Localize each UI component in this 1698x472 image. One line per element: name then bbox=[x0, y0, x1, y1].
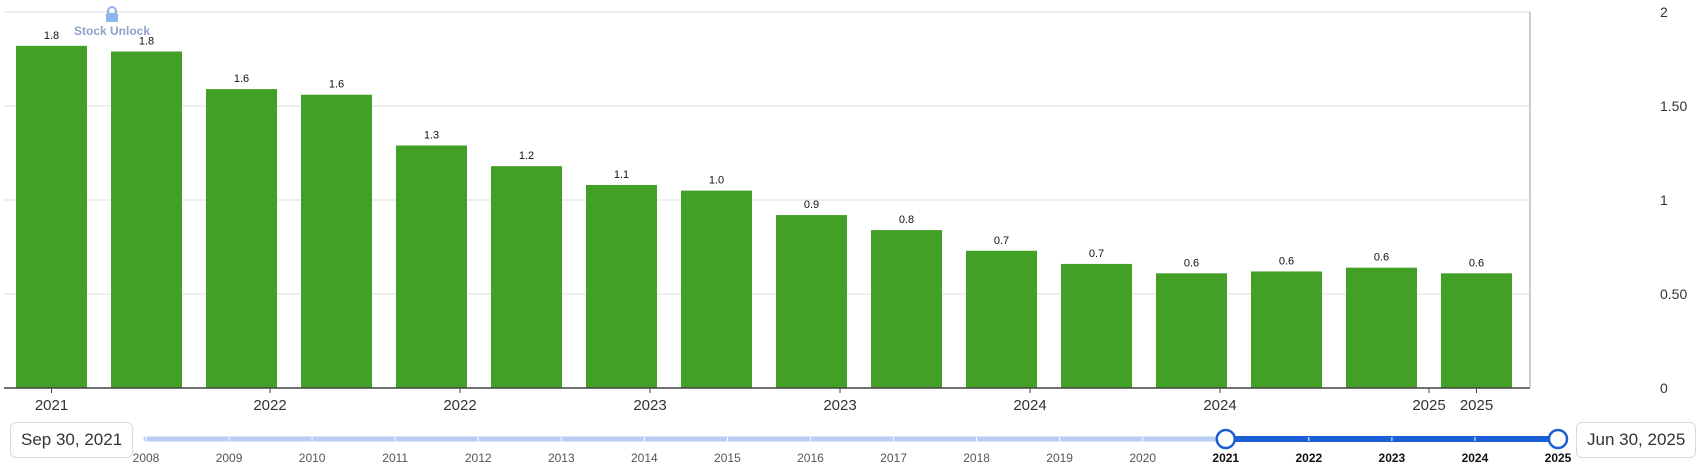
y-tick-label: 1 bbox=[1660, 192, 1668, 208]
bar[interactable] bbox=[871, 230, 942, 388]
bars bbox=[16, 45, 1512, 389]
slider-year-label: 2017 bbox=[880, 451, 907, 465]
data-label: 1.8 bbox=[139, 35, 154, 47]
data-label: 1.8 bbox=[44, 30, 59, 42]
bar[interactable] bbox=[1061, 263, 1132, 388]
slider-year-label: 2009 bbox=[216, 451, 243, 465]
x-tick-label: 2023 bbox=[823, 397, 856, 414]
x-axis: 2021 2022 2022 2023 2023 2024 2024 2025 2025 bbox=[4, 387, 1530, 414]
slider-year-label: 2018 bbox=[963, 451, 990, 465]
x-tick-label: 2022 bbox=[253, 397, 286, 414]
slider-year-label: 2021 bbox=[1212, 451, 1239, 465]
data-label: 0.6 bbox=[1184, 257, 1199, 269]
bar[interactable] bbox=[396, 145, 467, 388]
range-slider: 2008 2009 2010 2011 2012 2013 2014 2015 2016 2017… bbox=[133, 428, 1572, 465]
slider-year-label: 2015 bbox=[714, 451, 741, 465]
bar[interactable] bbox=[776, 215, 847, 388]
bar[interactable] bbox=[206, 89, 277, 388]
bar[interactable] bbox=[1441, 273, 1512, 388]
slider-year-label: 2012 bbox=[465, 451, 492, 465]
slider-year-label: 2023 bbox=[1379, 451, 1406, 465]
x-tick-label: 2025 bbox=[1460, 397, 1493, 414]
data-label: 1.6 bbox=[234, 73, 249, 85]
data-label: 0.7 bbox=[1089, 248, 1104, 260]
y-tick-label: 1.50 bbox=[1660, 98, 1687, 114]
watermark: Stock Unlock bbox=[70, 6, 154, 38]
bar[interactable] bbox=[111, 51, 182, 388]
slider-year-label: 2024 bbox=[1462, 451, 1489, 465]
data-label: 0.6 bbox=[1469, 257, 1484, 269]
slider-handle-end[interactable] bbox=[1547, 428, 1569, 450]
lock-icon bbox=[106, 6, 118, 22]
slider-year-label: 2016 bbox=[797, 451, 824, 465]
x-tick-label: 2021 bbox=[35, 397, 68, 414]
data-label: 0.9 bbox=[804, 199, 819, 211]
slider-year-label: 2013 bbox=[548, 451, 575, 465]
data-label: 0.7 bbox=[994, 235, 1009, 247]
data-label: 1.1 bbox=[614, 169, 629, 181]
watermark-text: Stock Unlock bbox=[73, 24, 151, 38]
bar[interactable] bbox=[966, 250, 1037, 388]
y-tick-label: 0.50 bbox=[1660, 286, 1687, 302]
slider-year-label: 2020 bbox=[1129, 451, 1156, 465]
data-label: 1.0 bbox=[709, 175, 724, 187]
slider-year-label: 2008 bbox=[133, 451, 160, 465]
slider-year-label: 2022 bbox=[1295, 451, 1322, 465]
y-axis: 0 0.50 1 1.50 2 bbox=[1529, 4, 1687, 396]
slider-year-label: 2010 bbox=[299, 451, 326, 465]
x-tick-label: 2023 bbox=[633, 397, 666, 414]
data-labels: 1.8 1.8 1.6 1.6 1.3 1.2 1.1 1.0 0.9 0.8 0.7 0.7 0.6 0… bbox=[44, 30, 1484, 269]
bar[interactable] bbox=[1251, 271, 1322, 388]
range-end-date[interactable]: Jun 30, 2025 bbox=[1576, 422, 1697, 458]
data-label: 0.6 bbox=[1374, 252, 1389, 264]
data-label: 1.2 bbox=[519, 150, 534, 162]
range-start-date[interactable]: Sep 30, 2021 bbox=[10, 422, 134, 458]
bar[interactable] bbox=[1156, 273, 1227, 388]
bar[interactable] bbox=[681, 190, 752, 388]
slider-year-label: 2025 bbox=[1545, 451, 1572, 465]
x-tick-label: 2022 bbox=[443, 397, 476, 414]
slider-year-label: 2019 bbox=[1046, 451, 1073, 465]
bar[interactable] bbox=[586, 184, 657, 388]
slider-year-label: 2011 bbox=[382, 451, 408, 465]
x-tick-label: 2024 bbox=[1013, 397, 1046, 414]
slider-year-label: 2014 bbox=[631, 451, 658, 465]
y-tick-label: 2 bbox=[1660, 4, 1668, 20]
slider-handle-start[interactable] bbox=[1215, 428, 1237, 450]
data-label: 1.6 bbox=[329, 79, 344, 91]
bar[interactable] bbox=[1346, 267, 1417, 388]
x-tick-label: 2024 bbox=[1203, 397, 1236, 414]
x-tick-label: 2025 bbox=[1412, 397, 1445, 414]
y-tick-label: 0 bbox=[1660, 380, 1668, 396]
bar[interactable] bbox=[491, 166, 562, 388]
bar[interactable] bbox=[301, 94, 372, 388]
data-label: 0.6 bbox=[1279, 255, 1294, 267]
data-label: 1.3 bbox=[424, 129, 439, 141]
data-label: 0.8 bbox=[899, 214, 914, 226]
bar[interactable] bbox=[16, 45, 87, 389]
